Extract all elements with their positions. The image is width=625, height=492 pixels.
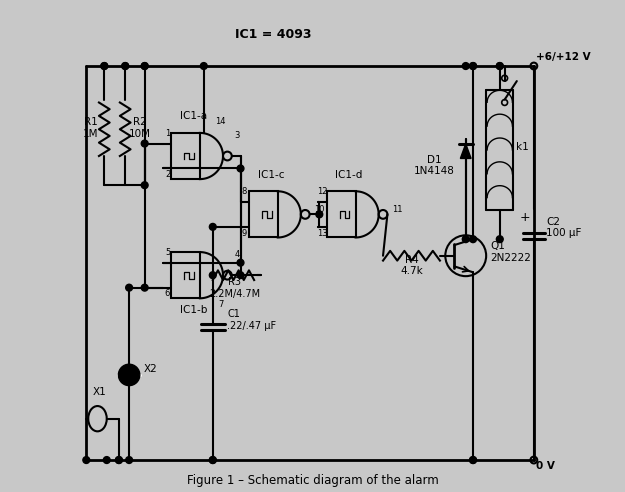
Circle shape [141, 140, 148, 147]
Text: IC1 = 4093: IC1 = 4093 [236, 28, 312, 41]
Text: 14: 14 [215, 117, 226, 126]
Text: 13: 13 [317, 229, 328, 238]
Polygon shape [461, 144, 471, 158]
Text: X1: X1 [93, 387, 107, 398]
Text: 4: 4 [234, 250, 239, 259]
Text: IC1-b: IC1-b [179, 305, 207, 315]
Circle shape [118, 364, 140, 386]
Text: 10: 10 [314, 205, 325, 214]
Circle shape [122, 62, 129, 69]
Circle shape [237, 259, 244, 266]
Circle shape [201, 62, 207, 69]
Text: 5: 5 [165, 248, 170, 257]
Circle shape [103, 457, 110, 463]
Text: IC1-c: IC1-c [258, 170, 284, 180]
Text: 11: 11 [392, 205, 402, 214]
Circle shape [126, 284, 132, 291]
Circle shape [237, 272, 244, 278]
Circle shape [141, 62, 148, 69]
Circle shape [469, 62, 476, 69]
Text: C1
.22/.47 μF: C1 .22/.47 μF [228, 309, 276, 331]
Text: IC1-a: IC1-a [180, 111, 207, 122]
Circle shape [209, 457, 216, 463]
Text: 2: 2 [165, 170, 170, 179]
Text: R1
1M: R1 1M [83, 118, 98, 139]
Text: R2
10M: R2 10M [129, 118, 151, 139]
Circle shape [141, 62, 148, 69]
Text: R4
4.7k: R4 4.7k [400, 255, 423, 276]
Circle shape [496, 62, 503, 69]
Text: R3
2.2M/4.7M: R3 2.2M/4.7M [209, 277, 260, 299]
Text: 9: 9 [242, 229, 247, 238]
Circle shape [469, 457, 476, 463]
Circle shape [496, 236, 503, 243]
Text: X2: X2 [144, 365, 158, 374]
Text: D1
1N4148: D1 1N4148 [414, 154, 454, 176]
Text: C2
100 μF: C2 100 μF [546, 216, 581, 238]
Circle shape [83, 457, 90, 463]
Circle shape [116, 457, 122, 463]
Text: Q1
2N2222: Q1 2N2222 [490, 241, 531, 263]
Circle shape [316, 211, 322, 218]
Text: +: + [520, 211, 531, 224]
Text: k1: k1 [516, 142, 529, 152]
Text: 1: 1 [165, 129, 170, 138]
Text: +6/+12 V: +6/+12 V [536, 52, 591, 62]
Circle shape [116, 457, 122, 463]
Circle shape [469, 457, 476, 463]
Circle shape [101, 62, 107, 69]
Circle shape [469, 62, 476, 69]
Text: 0 V: 0 V [536, 461, 555, 471]
Text: IC1-d: IC1-d [335, 170, 362, 180]
Text: 7: 7 [218, 300, 223, 309]
Text: 6: 6 [165, 289, 170, 299]
Circle shape [141, 182, 148, 188]
Text: 12: 12 [317, 187, 328, 196]
Circle shape [209, 272, 216, 278]
Circle shape [101, 62, 107, 69]
Circle shape [462, 62, 469, 69]
Circle shape [462, 236, 469, 243]
Circle shape [237, 165, 244, 172]
Circle shape [496, 62, 503, 69]
Circle shape [141, 284, 148, 291]
Circle shape [209, 223, 216, 230]
Circle shape [469, 236, 476, 243]
Circle shape [126, 457, 132, 463]
Circle shape [122, 62, 129, 69]
Text: 8: 8 [242, 187, 247, 196]
Text: 3: 3 [234, 131, 239, 140]
Circle shape [209, 457, 216, 463]
Text: Figure 1 – Schematic diagram of the alarm: Figure 1 – Schematic diagram of the alar… [187, 474, 438, 487]
